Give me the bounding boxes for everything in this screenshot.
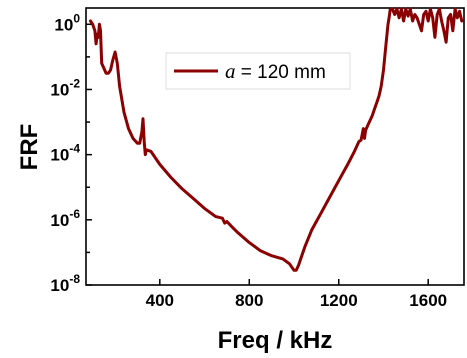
y-tick-label: 10-8 xyxy=(50,272,80,295)
y-tick-label: 100 xyxy=(54,11,80,34)
x-tick-label: 1200 xyxy=(320,291,358,310)
x-axis-title: Freq / kHz xyxy=(218,327,333,354)
legend-value: = 120 mm xyxy=(236,62,326,83)
x-tick-label: 800 xyxy=(235,291,263,310)
legend: a = 120 mm xyxy=(165,52,351,90)
legend-entry: a = 120 mm xyxy=(225,59,326,83)
plot-frame xyxy=(85,7,465,286)
y-tick-label: 10-2 xyxy=(50,76,80,99)
x-tick-label: 400 xyxy=(146,291,174,310)
y-axis-title: FRF xyxy=(16,124,43,171)
y-axis-ticks: 100 10-2 10-4 10-6 10-8 xyxy=(50,11,92,295)
series-line-a-120mm xyxy=(89,7,464,272)
legend-variable: a xyxy=(225,59,236,83)
x-axis-ticks: 400 800 1200 1600 xyxy=(146,279,447,310)
x-tick-label: 1600 xyxy=(409,291,447,310)
y-tick-label: 10-6 xyxy=(50,207,80,230)
y-tick-label: 10-4 xyxy=(50,142,80,165)
